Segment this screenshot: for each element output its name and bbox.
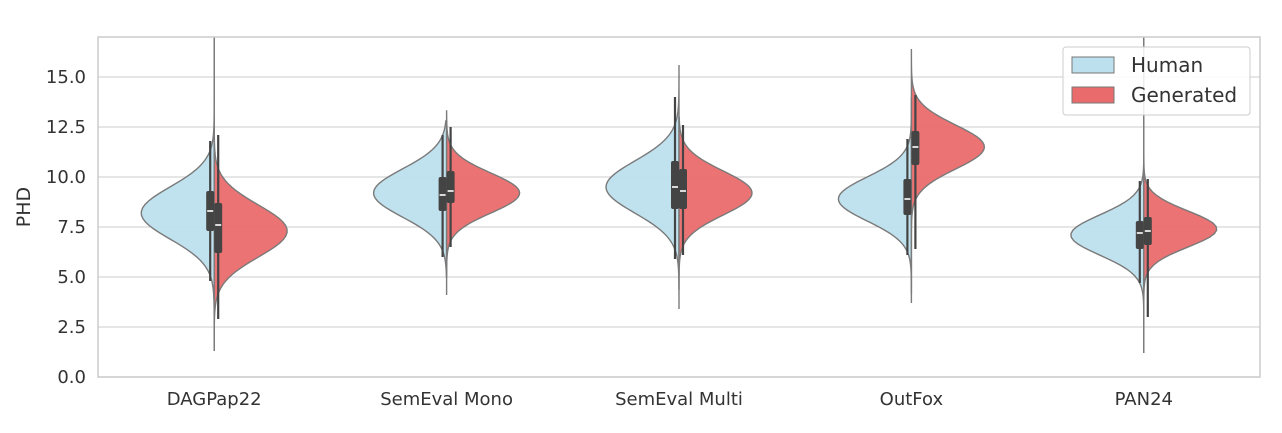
legend: Human Generated (1062, 46, 1251, 116)
iqr-box-human-outfox (903, 179, 912, 215)
violin-human-dagpap22 (140, 37, 215, 351)
violin-human-semeval-multi (605, 65, 680, 309)
iqr-box-human-semeval-mono (438, 177, 447, 211)
iqr-box-generated-dagpap22 (214, 203, 223, 253)
iqr-box-generated-outfox (911, 131, 920, 165)
y-tick-label: 2.5 (57, 317, 86, 338)
y-tick-label: 0.0 (57, 367, 86, 388)
legend-label-generated: Generated (1131, 83, 1237, 107)
x-tick-label-semeval-mono: SemEval Mono (380, 389, 513, 410)
iqr-box-human-pan24 (1135, 221, 1144, 249)
y-tick-labels: 0.0 2.5 5.0 7.5 10.0 12.5 15.0 (46, 67, 86, 388)
violin-generated-dagpap22 (213, 37, 288, 351)
legend-swatch-human (1071, 56, 1115, 74)
plot-frame (97, 36, 1261, 378)
legend-swatch-generated (1071, 86, 1115, 104)
x-tick-label-dagpap22: DAGPap22 (167, 389, 262, 410)
x-tick-label-semeval-multi: SemEval Multi (615, 389, 743, 410)
legend-label-human: Human (1131, 53, 1203, 77)
y-axis-label: PHD (13, 187, 35, 227)
iqr-box-generated-semeval-multi (679, 169, 687, 209)
x-tick-labels: DAGPap22 SemEval Mono SemEval Multi OutFox P… (167, 389, 1173, 410)
y-tick-label: 12.5 (46, 117, 86, 138)
y-tick-label: 5.0 (57, 267, 86, 288)
x-tick-label-pan24: PAN24 (1115, 389, 1173, 410)
iqr-box-human-semeval-multi (671, 161, 679, 209)
iqr-box-generated-semeval-mono (446, 171, 455, 203)
violin-generated-semeval-mono (445, 110, 521, 295)
x-tick-label-outfox: OutFox (880, 389, 944, 410)
violin-generated-semeval-multi (678, 116, 753, 290)
y-tick-label: 7.5 (57, 217, 86, 238)
y-tick-label: 15.0 (46, 67, 86, 88)
y-tick-label: 10.0 (46, 167, 86, 188)
violin-human-semeval-mono (372, 120, 448, 278)
violin-generated-outfox (910, 48, 986, 303)
inner-boxplots (206, 95, 1152, 319)
